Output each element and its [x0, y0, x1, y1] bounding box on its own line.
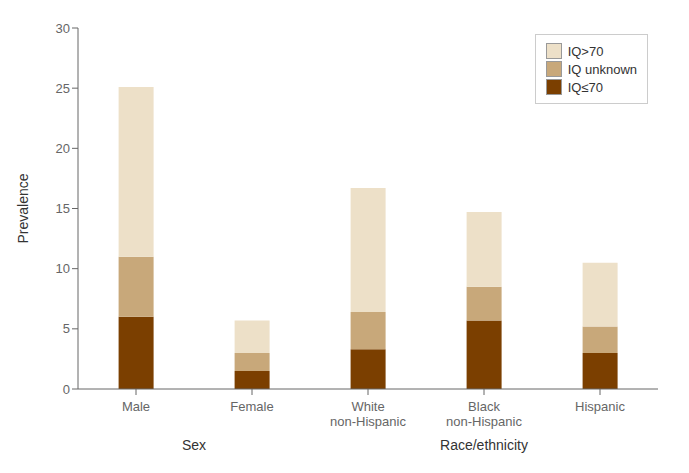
svg-text:20: 20: [56, 141, 70, 156]
svg-text:25: 25: [56, 81, 70, 96]
html-text:Race/ethnicity: Race/ethnicity: [440, 437, 528, 453]
svg-text:Hispanic: Hispanic: [575, 399, 625, 414]
svg-text:10: 10: [56, 261, 70, 276]
svg-text:5: 5: [63, 321, 70, 336]
svg-text:15: 15: [56, 201, 70, 216]
html-text:IQ unknown: IQ unknown: [567, 61, 637, 77]
html-text:Sex: Sex: [181, 437, 207, 453]
svg-text:Whitenon-Hispanic: Whitenon-Hispanic: [330, 399, 406, 429]
svg-text:Blacknon-Hispanic: Blacknon-Hispanic: [446, 399, 522, 429]
svg-text:Female: Female: [230, 399, 273, 414]
svg-text:0: 0: [63, 382, 70, 397]
svg-text:Male: Male: [122, 399, 150, 414]
svg-text:30: 30: [56, 21, 70, 36]
html-text:IQ≤70: IQ≤70: [567, 79, 603, 95]
svg-text:Prevalence: Prevalence: [15, 173, 31, 243]
html-text:IQ>70: IQ>70: [567, 43, 604, 59]
